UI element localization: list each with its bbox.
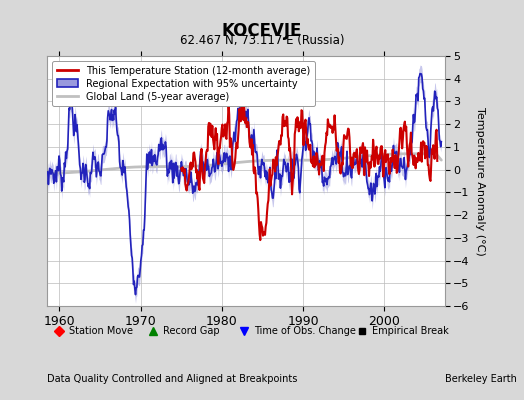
Text: Data Quality Controlled and Aligned at Breakpoints: Data Quality Controlled and Aligned at B…	[47, 374, 298, 384]
Legend: This Temperature Station (12-month average), Regional Expectation with 95% uncer: This Temperature Station (12-month avera…	[52, 61, 315, 106]
Text: Station Move: Station Move	[69, 326, 133, 336]
Text: Berkeley Earth: Berkeley Earth	[445, 374, 517, 384]
Text: KOCEVJE: KOCEVJE	[222, 22, 302, 40]
Text: Record Gap: Record Gap	[162, 326, 219, 336]
Text: 62.467 N, 73.117 E (Russia): 62.467 N, 73.117 E (Russia)	[180, 34, 344, 47]
Text: Empirical Break: Empirical Break	[372, 326, 449, 336]
Y-axis label: Temperature Anomaly (°C): Temperature Anomaly (°C)	[475, 107, 485, 255]
Text: Time of Obs. Change: Time of Obs. Change	[254, 326, 356, 336]
